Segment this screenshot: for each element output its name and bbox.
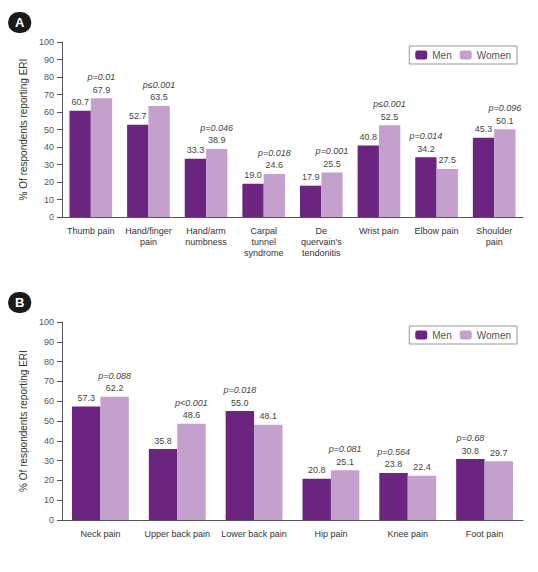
svg-text:20: 20: [44, 177, 54, 187]
svg-text:80: 80: [44, 72, 54, 82]
svg-text:62.2: 62.2: [106, 383, 124, 393]
svg-text:pain: pain: [140, 237, 157, 247]
svg-text:55.0: 55.0: [231, 398, 249, 408]
svg-text:Carpal: Carpal: [250, 226, 277, 236]
svg-text:27.5: 27.5: [438, 155, 456, 165]
svg-text:48.6: 48.6: [183, 410, 201, 420]
svg-text:60: 60: [44, 107, 54, 117]
svg-text:p=0.081: p=0.081: [328, 444, 362, 454]
svg-text:35.8: 35.8: [154, 436, 172, 446]
svg-text:57.3: 57.3: [77, 393, 95, 403]
svg-text:23.8: 23.8: [385, 459, 403, 469]
svg-text:Women: Women: [477, 330, 511, 341]
svg-text:Hand/arm: Hand/arm: [186, 226, 226, 236]
svg-text:52.7: 52.7: [129, 111, 147, 121]
svg-text:quervain's: quervain's: [301, 237, 342, 247]
svg-text:30: 30: [44, 456, 54, 466]
svg-text:100: 100: [39, 37, 54, 47]
svg-text:Elbow pain: Elbow pain: [415, 226, 459, 236]
svg-text:45.3: 45.3: [475, 124, 493, 134]
svg-text:p=0.564: p=0.564: [376, 447, 410, 457]
svg-text:40.8: 40.8: [360, 132, 378, 142]
svg-text:63.5: 63.5: [150, 92, 168, 102]
svg-text:30: 30: [44, 160, 54, 170]
svg-text:100: 100: [39, 317, 54, 327]
svg-text:p≤0.001: p≤0.001: [142, 80, 175, 90]
svg-text:10: 10: [44, 495, 54, 505]
svg-text:Men: Men: [432, 330, 451, 341]
svg-text:p≤0.001: p≤0.001: [372, 99, 405, 109]
svg-text:B: B: [15, 295, 24, 310]
svg-text:Foot pain: Foot pain: [466, 529, 504, 539]
svg-text:p<0.001: p<0.001: [174, 398, 208, 408]
svg-text:29.7: 29.7: [490, 448, 508, 458]
svg-text:10: 10: [44, 195, 54, 205]
svg-text:Upper back pain: Upper back pain: [144, 529, 210, 539]
svg-text:40: 40: [44, 436, 54, 446]
svg-text:tendonitis: tendonitis: [302, 248, 341, 258]
svg-text:A: A: [15, 15, 25, 30]
svg-text:Shoulder: Shoulder: [476, 226, 512, 236]
svg-text:52.5: 52.5: [381, 112, 399, 122]
svg-text:Hip pain: Hip pain: [314, 529, 347, 539]
svg-text:Lower back pain: Lower back pain: [221, 529, 287, 539]
svg-text:22.4: 22.4: [413, 462, 431, 472]
svg-text:67.9: 67.9: [93, 85, 111, 95]
svg-text:30.8: 30.8: [462, 446, 480, 456]
svg-text:p=0.046: p=0.046: [199, 123, 233, 133]
svg-text:50: 50: [44, 125, 54, 135]
svg-text:Men: Men: [432, 50, 451, 61]
svg-text:33.3: 33.3: [187, 145, 205, 155]
svg-text:Hand/finger: Hand/finger: [125, 226, 172, 236]
svg-text:60: 60: [44, 396, 54, 406]
svg-text:24.6: 24.6: [266, 160, 284, 170]
svg-text:Wrist pain: Wrist pain: [359, 226, 399, 236]
svg-text:90: 90: [44, 55, 54, 65]
svg-text:50.1: 50.1: [496, 116, 514, 126]
svg-text:p=0.088: p=0.088: [97, 371, 131, 381]
svg-text:0: 0: [49, 212, 54, 222]
svg-text:40: 40: [44, 142, 54, 152]
svg-text:p=0.018: p=0.018: [222, 385, 256, 395]
svg-text:60.7: 60.7: [71, 97, 89, 107]
svg-text:p=0.01: p=0.01: [87, 72, 116, 82]
svg-text:20.8: 20.8: [308, 465, 326, 475]
svg-text:38.9: 38.9: [208, 135, 226, 145]
svg-text:tunnel: tunnel: [251, 237, 276, 247]
svg-text:17.9: 17.9: [302, 172, 320, 182]
svg-text:19.0: 19.0: [244, 170, 262, 180]
svg-text:Neck pain: Neck pain: [80, 529, 120, 539]
svg-text:50: 50: [44, 416, 54, 426]
svg-text:80: 80: [44, 357, 54, 367]
svg-text:% Of respondents reporting ERI: % Of respondents reporting ERI: [18, 59, 29, 201]
svg-text:20: 20: [44, 475, 54, 485]
svg-text:70: 70: [44, 90, 54, 100]
svg-text:p=0.68: p=0.68: [455, 433, 484, 443]
svg-text:De: De: [316, 226, 328, 236]
svg-text:90: 90: [44, 337, 54, 347]
svg-text:p=0.001: p=0.001: [315, 146, 349, 156]
svg-text:48.1: 48.1: [260, 411, 278, 421]
svg-text:34.2: 34.2: [417, 144, 435, 154]
svg-text:p=0.014: p=0.014: [409, 131, 443, 141]
svg-text:p=0.096: p=0.096: [487, 103, 521, 113]
svg-text:25.5: 25.5: [323, 159, 341, 169]
svg-text:70: 70: [44, 376, 54, 386]
svg-text:Women: Women: [477, 50, 511, 61]
svg-text:25.1: 25.1: [336, 457, 354, 467]
svg-text:p=0.018: p=0.018: [257, 148, 291, 158]
svg-text:numbness: numbness: [185, 237, 227, 247]
svg-text:% Of respondents reporting ERI: % Of respondents reporting ERI: [18, 350, 29, 492]
svg-text:syndrome: syndrome: [244, 248, 284, 258]
svg-text:Thumb pain: Thumb pain: [67, 226, 115, 236]
svg-text:pain: pain: [486, 237, 503, 247]
svg-text:Knee pain: Knee pain: [387, 529, 428, 539]
svg-text:0: 0: [49, 515, 54, 525]
